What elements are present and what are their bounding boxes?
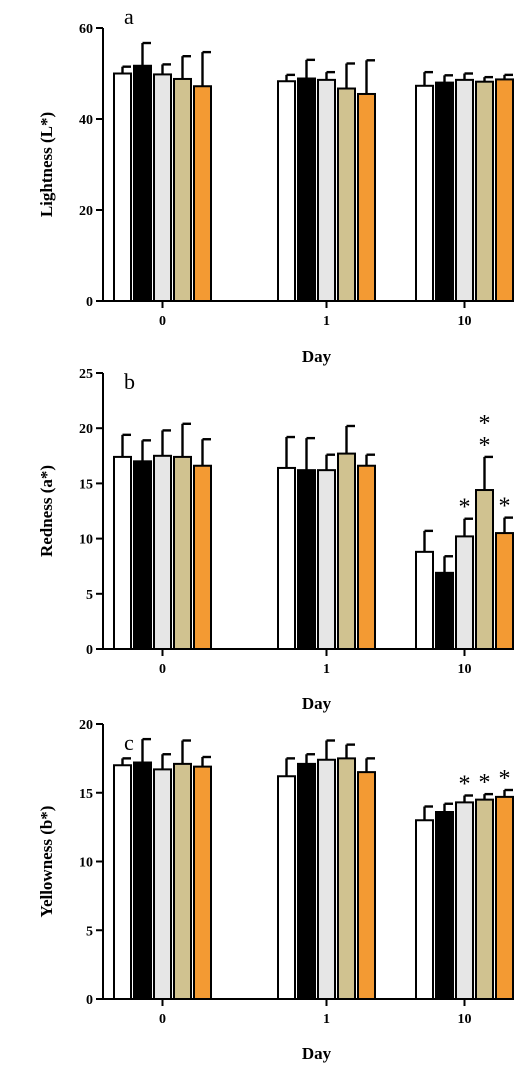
bar-series-2-day-10 (435, 811, 454, 1000)
y-axis-title: Redness (a*) (37, 465, 56, 557)
y-tick-label: 0 (86, 993, 93, 1008)
bar-series-1-day-0 (113, 455, 132, 650)
bar-series-4-day-10 (475, 489, 494, 650)
x-tick-label: 1 (323, 662, 330, 677)
bar-series-2-day-1 (297, 469, 316, 651)
bar-series-5-day-10 (495, 78, 514, 303)
y-tick-label: 40 (79, 113, 93, 128)
bar-series-1-day-10 (415, 819, 434, 1000)
significance-asterisk: * (459, 495, 471, 521)
bar-series-3-day-10 (455, 535, 474, 651)
bar-series-1-day-1 (277, 775, 296, 1000)
x-tick-label: 0 (159, 314, 166, 329)
bar-series-4-day-1 (337, 452, 356, 651)
bar-series-4-day-1 (337, 87, 356, 302)
bar-series-3-day-0 (153, 454, 172, 650)
y-tick-label: 25 (79, 367, 93, 382)
bar-series-4-day-1 (337, 757, 356, 1000)
y-tick-label: 5 (86, 924, 93, 939)
bar-series-3-day-0 (153, 768, 172, 1000)
bar-series-1-day-1 (277, 466, 296, 650)
x-tick-label: 0 (159, 1012, 166, 1027)
panel-letter: a (124, 4, 134, 29)
y-tick-label: 0 (86, 295, 93, 310)
bar-series-4-day-0 (173, 762, 192, 1000)
bar-series-3-day-10 (455, 801, 474, 1000)
bar-series-3-day-1 (317, 758, 336, 1000)
x-tick-label: 10 (458, 314, 472, 329)
x-axis-title: Day (302, 694, 332, 713)
y-tick-label: 0 (86, 643, 93, 658)
chart-panel-c: * * * 0 5 10 15 20 0 1 10 Day Yellowness (b*) c (37, 718, 514, 1063)
significance-asterisk: * (479, 411, 491, 437)
x-axis-title: Day (302, 1044, 332, 1063)
bar-series-2-day-0 (133, 761, 152, 1000)
significance-asterisk: * (479, 770, 491, 796)
x-tick-label: 1 (323, 314, 330, 329)
bar-series-2-day-0 (133, 64, 152, 302)
bar-series-3-day-1 (317, 469, 336, 651)
y-tick-label: 60 (79, 22, 93, 37)
bar-series-2-day-10 (435, 571, 454, 650)
significance-asterisk: * (499, 494, 511, 520)
bar-series-2-day-1 (297, 762, 316, 1000)
y-tick-label: 15 (79, 787, 93, 802)
significance-asterisk: * (499, 766, 511, 792)
bar-series-5-day-10 (495, 795, 514, 1000)
significance-asterisk: * (459, 772, 471, 798)
bar-series-5-day-10 (495, 532, 514, 651)
bar-series-2-day-0 (133, 460, 152, 650)
bar-series-1-day-1 (277, 80, 296, 302)
bar-series-4-day-10 (475, 798, 494, 1000)
bar-series-5-day-0 (193, 464, 212, 650)
y-axis-title: Yellowness (b*) (37, 806, 56, 918)
x-axis-title: Day (302, 347, 332, 366)
x-tick-label: 0 (159, 662, 166, 677)
bar-series-1-day-0 (113, 72, 132, 302)
bar-series-2-day-1 (297, 77, 316, 302)
y-tick-label: 20 (79, 422, 93, 437)
bar-series-1-day-0 (113, 764, 132, 1000)
y-tick-label: 20 (79, 204, 93, 219)
x-tick-label: 1 (323, 1012, 330, 1027)
bar-series-3-day-10 (455, 78, 474, 303)
bar-series-5-day-0 (193, 765, 212, 1000)
bar-series-5-day-0 (193, 85, 212, 302)
panel-letter: c (124, 730, 134, 755)
bar-series-5-day-1 (357, 771, 376, 1000)
bar-series-1-day-10 (415, 84, 434, 302)
chart-panel-a: 0 20 40 60 0 1 10 Day Lightness (L*) a (37, 4, 514, 366)
bar-series-1-day-10 (415, 550, 434, 651)
y-tick-label: 10 (79, 533, 93, 548)
y-axis-title: Lightness (L*) (37, 112, 56, 217)
bar-series-2-day-10 (435, 81, 454, 302)
bar-series-3-day-0 (153, 73, 172, 302)
y-tick-label: 10 (79, 856, 93, 871)
y-tick-label: 5 (86, 588, 93, 603)
bar-series-3-day-1 (317, 78, 336, 303)
x-tick-label: 10 (458, 662, 472, 677)
x-tick-label: 10 (458, 1012, 472, 1027)
bar-series-4-day-0 (173, 77, 192, 302)
panel-letter: b (124, 369, 135, 394)
bar-series-5-day-1 (357, 92, 376, 302)
bar-series-4-day-0 (173, 455, 192, 650)
significance-asterisk: * (479, 433, 491, 459)
y-tick-label: 20 (79, 718, 93, 733)
bar-series-4-day-10 (475, 80, 494, 302)
bar-series-5-day-1 (357, 464, 376, 650)
y-tick-label: 15 (79, 477, 93, 492)
